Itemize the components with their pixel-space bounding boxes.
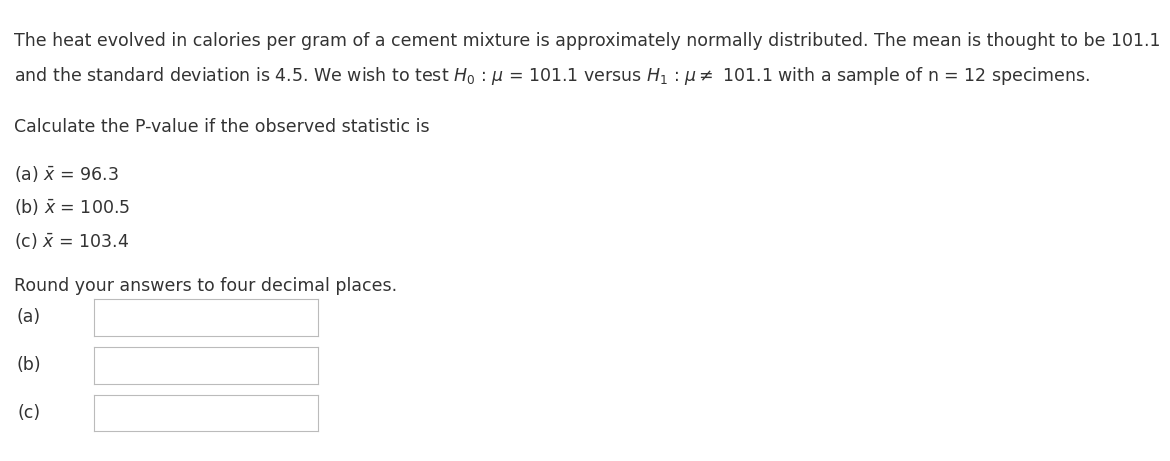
Text: i: i: [74, 307, 81, 326]
Text: (a): (a): [16, 308, 41, 326]
Text: The heat evolved in calories per gram of a cement mixture is approximately norma: The heat evolved in calories per gram of…: [14, 32, 1161, 50]
Text: i: i: [74, 355, 81, 374]
Text: (a) $\bar{x}$ = 96.3: (a) $\bar{x}$ = 96.3: [14, 164, 119, 183]
Text: i: i: [74, 403, 81, 422]
Text: (b) $\bar{x}$ = 100.5: (b) $\bar{x}$ = 100.5: [14, 197, 130, 217]
Text: (c): (c): [18, 404, 41, 422]
Text: Calculate the P-value if the observed statistic is: Calculate the P-value if the observed st…: [14, 118, 429, 136]
Text: (b): (b): [16, 356, 41, 374]
Text: Round your answers to four decimal places.: Round your answers to four decimal place…: [14, 277, 397, 295]
Text: (c) $\bar{x}$ = 103.4: (c) $\bar{x}$ = 103.4: [14, 230, 129, 250]
Text: and the standard deviation is 4.5. We wish to test $H_0$ : $\mu$ = 101.1 versus : and the standard deviation is 4.5. We wi…: [14, 65, 1090, 87]
